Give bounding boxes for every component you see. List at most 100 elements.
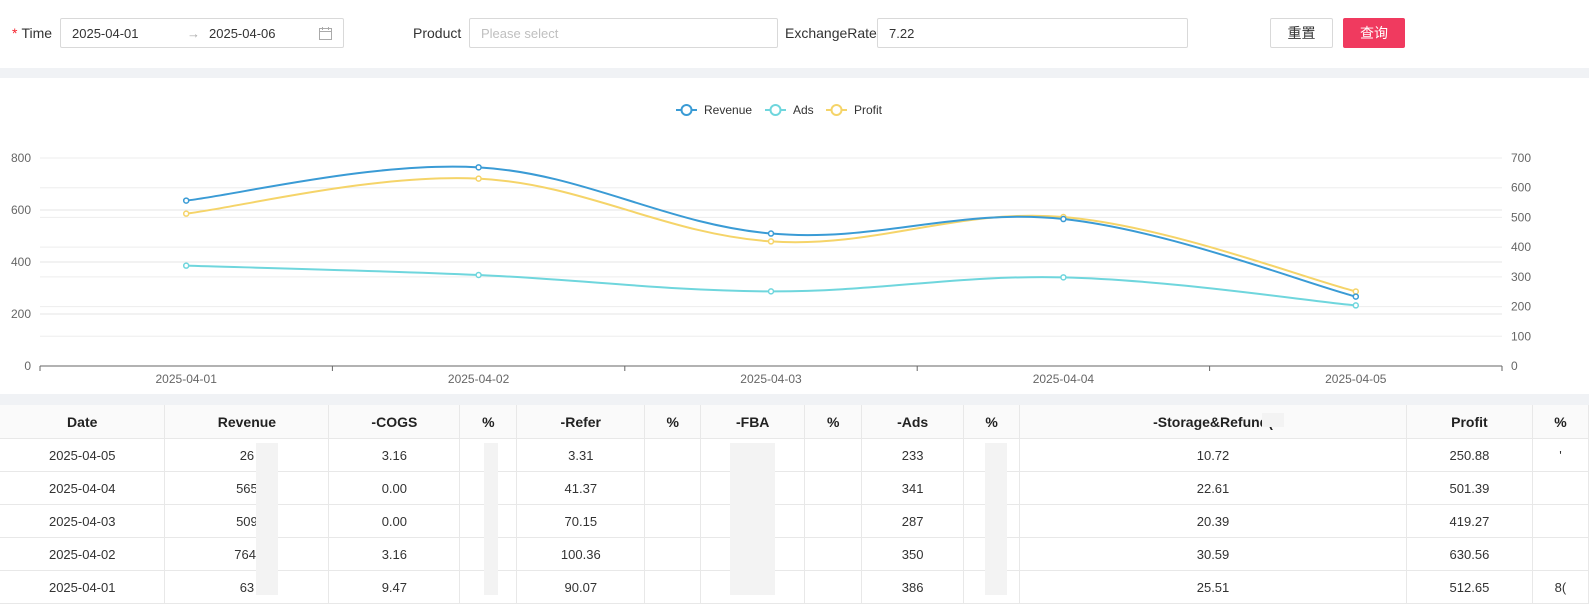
product-placeholder: Please select xyxy=(481,26,559,41)
table-header-row: Date Revenue -COGS% -Refer% -FBA% -Ads% -Stora… xyxy=(0,405,1589,439)
table-cell: 3.31 xyxy=(516,438,646,472)
product-select[interactable]: Please select xyxy=(469,18,778,48)
table-cell: 341 xyxy=(861,471,965,505)
column-header[interactable]: Date xyxy=(0,405,166,439)
table-cell: 512.65 xyxy=(1406,570,1533,604)
blur-mask xyxy=(1262,413,1284,427)
data-point-ads xyxy=(1352,302,1360,309)
blur-mask xyxy=(484,443,498,595)
date-end[interactable]: 2025-04-06 xyxy=(209,26,276,41)
table-cell: 419.27 xyxy=(1406,504,1533,538)
y-right-tick-label: 100 xyxy=(1511,329,1531,343)
filter-bar: * Time 2025-04-01 → 2025-04-06 Product Pl… xyxy=(0,0,1589,68)
x-tick-label: 2025-04-04 xyxy=(1033,372,1095,386)
required-mark: * xyxy=(12,25,18,41)
table-cell xyxy=(804,537,863,571)
date-start[interactable]: 2025-04-01 xyxy=(72,26,139,41)
table-cell xyxy=(1532,504,1589,538)
table-cell: 8( xyxy=(1532,570,1589,604)
table-cell: 3.16 xyxy=(328,537,461,571)
table-cell: 90.07 xyxy=(516,570,646,604)
data-point-revenue xyxy=(767,230,775,237)
exchange-rate-input[interactable]: 7.22 xyxy=(877,18,1188,48)
data-point-profit xyxy=(182,210,190,217)
column-header[interactable]: -COGS xyxy=(328,405,461,439)
table-row: 2025-04-01 63 9.47 90.07 386 25.51 512.65 8( xyxy=(0,570,1589,604)
column-header[interactable]: % xyxy=(459,405,518,439)
y-right-tick-label: 200 xyxy=(1511,300,1531,314)
table-cell: 250.88 xyxy=(1406,438,1533,472)
table-cell: 9.47 xyxy=(328,570,461,604)
table-row: 2025-04-04 565 0.00 41.37 341 22.61 501.39 xyxy=(0,471,1589,505)
table-cell xyxy=(804,438,863,472)
table-cell: 386 xyxy=(861,570,965,604)
table-cell: 20.39 xyxy=(1019,504,1407,538)
series-line-ads xyxy=(186,264,1356,307)
reset-button[interactable]: 重置 xyxy=(1270,18,1333,48)
data-point-revenue xyxy=(1060,215,1067,223)
chart-panel: 0 200 400 600 800 0 100 200 300 400 500 600 700 2025-… xyxy=(0,79,1589,394)
legend-label: Revenue xyxy=(704,103,752,117)
exchange-rate-value[interactable]: 7.22 xyxy=(889,26,915,41)
column-header[interactable]: % xyxy=(1532,405,1589,439)
table-cell: 10.72 xyxy=(1019,438,1407,472)
y-left-tick-label: 200 xyxy=(11,307,31,321)
summary-table: Date Revenue -COGS% -Refer% -FBA% -Ads% -Stora… xyxy=(0,405,1589,604)
query-button[interactable]: 查询 xyxy=(1343,18,1405,48)
column-header[interactable]: % xyxy=(804,405,863,439)
exchange-rate-label: ExchangeRate xyxy=(785,25,877,41)
calendar-icon[interactable] xyxy=(319,27,332,40)
date-range-picker[interactable]: 2025-04-01 → 2025-04-06 xyxy=(60,18,344,48)
table-cell xyxy=(644,438,702,472)
table-cell: 233 xyxy=(861,438,965,472)
y-right-tick-label: 400 xyxy=(1511,240,1531,254)
y-right-tick-label: 300 xyxy=(1511,270,1531,284)
table-cell xyxy=(1532,471,1589,505)
y-right-tick-label: 500 xyxy=(1511,210,1531,224)
blur-mask xyxy=(730,443,775,595)
x-tick-label: 2025-04-03 xyxy=(740,372,802,386)
column-header[interactable]: % xyxy=(644,405,702,439)
table-cell: 509 xyxy=(164,504,330,538)
table-cell: 25.51 xyxy=(1019,570,1407,604)
legend-item-revenue[interactable]: Revenue xyxy=(676,103,752,117)
table-cell: 287 xyxy=(861,504,965,538)
table-cell: 41.37 xyxy=(516,471,646,505)
table-cell xyxy=(644,537,702,571)
column-header[interactable]: -Storage&Refund( xyxy=(1019,405,1407,439)
column-header[interactable]: -Refer xyxy=(516,405,646,439)
time-label: * Time xyxy=(12,25,52,41)
table-cell: 2025-04-03 xyxy=(0,504,166,538)
table-cell: 0.00 xyxy=(328,504,461,538)
table-cell xyxy=(804,570,863,604)
table-cell: 22.61 xyxy=(1019,471,1407,505)
legend-item-profit[interactable]: Profit xyxy=(826,103,883,117)
table-cell: 2025-04-04 xyxy=(0,471,166,505)
column-header[interactable]: -FBA xyxy=(700,405,806,439)
table-cell: 2025-04-01 xyxy=(0,570,166,604)
legend-item-ads[interactable]: Ads xyxy=(765,103,814,117)
data-point-ads xyxy=(767,288,775,295)
table-cell: 630.56 xyxy=(1406,537,1533,571)
table-cell xyxy=(644,570,702,604)
column-header[interactable]: Revenue xyxy=(164,405,330,439)
section-divider xyxy=(0,68,1589,78)
column-header[interactable]: Profit xyxy=(1406,405,1533,439)
data-point-revenue xyxy=(475,164,482,171)
table-cell: 501.39 xyxy=(1406,471,1533,505)
y-right-tick-label: 0 xyxy=(1511,359,1518,373)
table-cell: 3.16 xyxy=(328,438,461,472)
legend-marker xyxy=(830,104,843,116)
x-tick-label: 2025-04-05 xyxy=(1325,372,1387,386)
data-point-ads xyxy=(182,262,190,269)
table-cell xyxy=(1532,537,1589,571)
data-point-ads xyxy=(1060,274,1067,281)
table-cell: 63 xyxy=(164,570,330,604)
y-right-tick-label: 700 xyxy=(1511,151,1531,165)
table-cell: 565 xyxy=(164,471,330,505)
y-left-tick-label: 600 xyxy=(11,203,31,217)
column-header[interactable]: % xyxy=(963,405,1021,439)
column-header[interactable]: -Ads xyxy=(861,405,965,439)
data-point-revenue xyxy=(1352,293,1360,300)
y-left-tick-label: 400 xyxy=(11,255,31,269)
